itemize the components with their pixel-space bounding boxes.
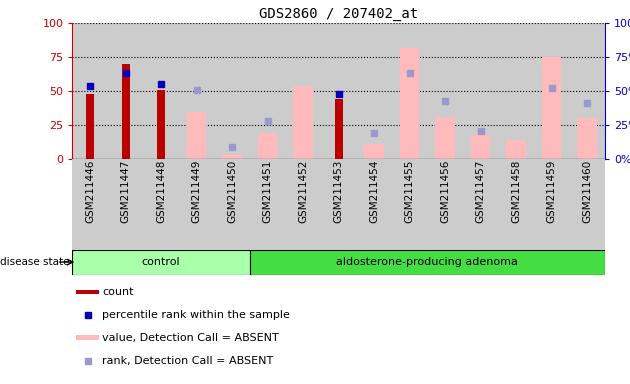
Bar	[179, 23, 214, 159]
Text: GSM211457: GSM211457	[476, 159, 486, 223]
Bar	[285, 23, 321, 159]
Bar	[507, 140, 526, 159]
Bar	[463, 159, 498, 250]
Text: rank, Detection Call = ABSENT: rank, Detection Call = ABSENT	[103, 356, 273, 366]
Bar	[179, 159, 214, 250]
Bar	[435, 117, 455, 159]
Text: control: control	[142, 257, 180, 267]
Bar	[187, 112, 207, 159]
Bar	[427, 159, 463, 250]
Bar	[250, 159, 285, 250]
Bar	[108, 23, 144, 159]
Text: GSM211452: GSM211452	[298, 159, 308, 223]
Text: GSM211448: GSM211448	[156, 159, 166, 223]
Text: GSM211455: GSM211455	[404, 159, 415, 223]
Bar	[144, 159, 179, 250]
Bar	[498, 159, 534, 250]
Text: GSM211460: GSM211460	[582, 159, 592, 223]
Bar	[86, 94, 94, 159]
Bar	[294, 86, 313, 159]
Text: GSM211450: GSM211450	[227, 159, 237, 223]
Text: GSM211458: GSM211458	[511, 159, 521, 223]
Bar	[285, 159, 321, 250]
Text: GSM211456: GSM211456	[440, 159, 450, 223]
Bar	[570, 23, 605, 159]
Bar	[250, 23, 285, 159]
Bar	[335, 99, 343, 159]
Bar	[392, 23, 427, 159]
Text: GSM211451: GSM211451	[263, 159, 273, 223]
Bar	[534, 159, 570, 250]
Bar	[364, 144, 384, 159]
Bar	[542, 57, 561, 159]
Text: GSM211446: GSM211446	[85, 159, 95, 223]
FancyBboxPatch shape	[76, 336, 99, 340]
FancyBboxPatch shape	[76, 290, 99, 294]
Text: GSM211454: GSM211454	[369, 159, 379, 223]
Bar	[258, 134, 277, 159]
Bar	[158, 90, 165, 159]
Bar	[357, 23, 392, 159]
Bar	[321, 23, 357, 159]
Bar	[108, 159, 144, 250]
Bar	[214, 159, 250, 250]
Bar	[577, 118, 597, 159]
Bar	[122, 64, 130, 159]
Bar	[534, 23, 570, 159]
Bar	[400, 48, 420, 159]
Bar	[321, 159, 357, 250]
Text: GSM211459: GSM211459	[547, 159, 556, 223]
Bar	[72, 159, 108, 250]
Bar	[144, 23, 179, 159]
Text: disease state: disease state	[0, 257, 69, 267]
Bar	[427, 23, 463, 159]
Bar	[498, 23, 534, 159]
Bar	[357, 159, 392, 250]
Bar	[214, 23, 250, 159]
Bar	[463, 23, 498, 159]
Bar	[392, 159, 427, 250]
Bar	[72, 23, 108, 159]
Text: percentile rank within the sample: percentile rank within the sample	[103, 310, 290, 320]
FancyBboxPatch shape	[250, 250, 605, 275]
Text: GSM211453: GSM211453	[334, 159, 343, 223]
Text: value, Detection Call = ABSENT: value, Detection Call = ABSENT	[103, 333, 279, 343]
FancyBboxPatch shape	[72, 250, 250, 275]
Bar	[471, 135, 490, 159]
Bar	[570, 159, 605, 250]
Text: GSM211449: GSM211449	[192, 159, 202, 223]
Text: aldosterone-producing adenoma: aldosterone-producing adenoma	[336, 257, 518, 267]
Text: count: count	[103, 287, 134, 297]
Title: GDS2860 / 207402_at: GDS2860 / 207402_at	[259, 7, 418, 21]
Bar	[222, 155, 242, 159]
Text: GSM211447: GSM211447	[121, 159, 130, 223]
